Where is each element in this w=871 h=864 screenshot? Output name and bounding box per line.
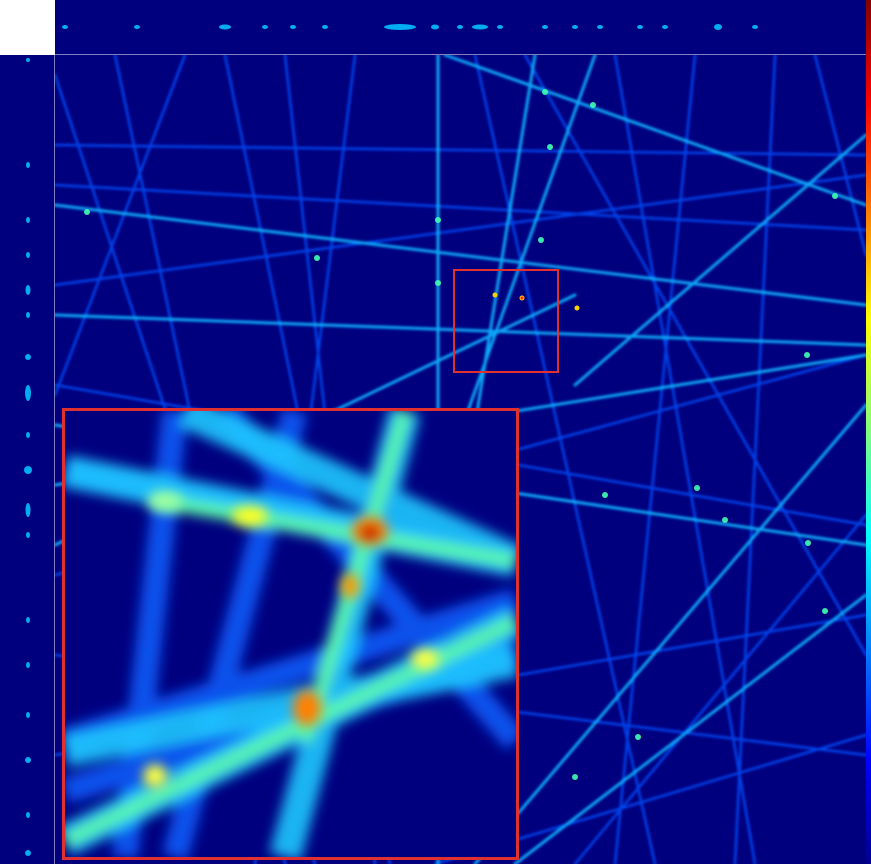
zoom-inset-panel <box>62 408 519 860</box>
top-projection-strip <box>55 0 866 55</box>
left-projection-peaks <box>24 58 32 856</box>
top-projection-peaks <box>62 24 758 30</box>
left-projection-strip <box>0 55 55 864</box>
region-of-interest-box <box>453 269 559 373</box>
colorbar <box>866 0 871 864</box>
zoomed-intersection-view <box>65 411 516 857</box>
